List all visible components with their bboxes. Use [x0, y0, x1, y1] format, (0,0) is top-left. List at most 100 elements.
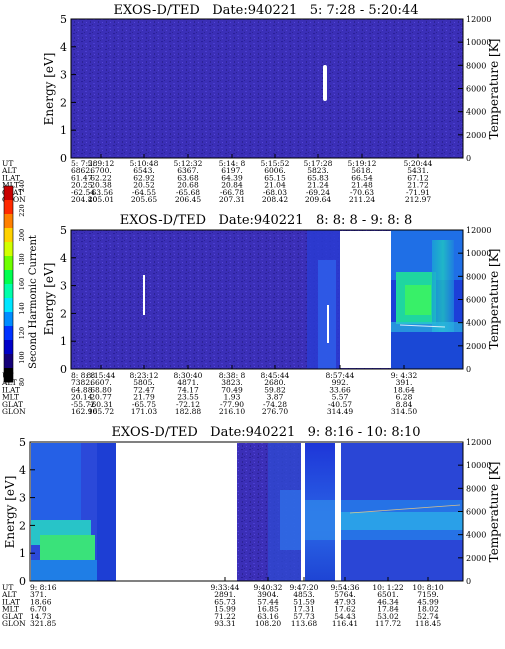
xtable-cell: 46.34 [377, 597, 399, 606]
panel-1-left-axis: 0 1 2 3 4 5 [60, 13, 76, 165]
xtable-cell: 5:14: 8 [219, 159, 246, 168]
xtable-cell: 6006. [264, 166, 285, 175]
colorbar-swatch [4, 214, 13, 229]
xtable-cell: 4871. [177, 378, 198, 387]
y2tick-label: 2000 [466, 342, 486, 351]
xtable-cell: 9:33:44 [211, 583, 240, 592]
xtable-cell: 51.59 [293, 597, 315, 606]
xtable-cell: 45.99 [417, 597, 439, 606]
xtable-cell: 17.84 [377, 605, 399, 614]
colorbar-tick-label: 80 [18, 378, 26, 386]
panel-1-right-axis: 0 2000 4000 6000 8000 10000 12000 [458, 15, 491, 163]
y2tick-label: 4000 [466, 531, 486, 540]
xtable-cell: 117.72 [375, 619, 401, 628]
panel-3-right-axis: 0 2000 4000 6000 8000 10000 12000 [458, 438, 491, 586]
xtable-cell: -65.68 [176, 188, 200, 197]
xtable-cell: 171.03 [131, 407, 157, 416]
xtable-cell: 209.64 [305, 195, 331, 204]
panel-3-segment-d [341, 443, 463, 581]
colorbar-swatch [4, 270, 13, 285]
xtable-cell: 204.40 [71, 195, 97, 204]
xtable-cell: 62.92 [133, 173, 155, 182]
xtable-cell: 57.44 [257, 597, 279, 606]
xtable-cell: 208.42 [262, 195, 288, 204]
panel-3-segment-b [237, 443, 301, 581]
xtable-cell: 61.47 [71, 173, 93, 182]
xtable-cell: 64.39 [221, 173, 243, 182]
xtable-cell: 4853. [293, 590, 314, 599]
xtable-cell: 3904. [257, 590, 278, 599]
panel-2-white-feature-b [327, 305, 329, 343]
xtable-cell: -66.78 [220, 188, 244, 197]
xtable-cell: 65.73 [214, 597, 236, 606]
xtable-cell: 21.72 [407, 181, 429, 190]
panel-2-ylabel: Energy [eV] [42, 263, 56, 336]
xtable-cell: -71.91 [406, 188, 430, 197]
xtable-cell: 205.01 [88, 195, 114, 204]
xtable-cell: 2680. [264, 378, 285, 387]
xtable-cell: 68.80 [90, 385, 112, 394]
xtable-cell: 6607. [90, 378, 111, 387]
y2tick-label: 2000 [466, 554, 486, 563]
xtable-row-label: ILAT [2, 597, 20, 606]
xtable-cell: 5: 9:12 [88, 159, 115, 168]
xtable-cell: 17.62 [334, 605, 356, 614]
xtable-cell: 93.31 [214, 619, 235, 628]
xtable-cell: 5431. [407, 166, 428, 175]
panel-2-right-segment [391, 230, 463, 369]
xtable-row-label: ILAT [2, 385, 20, 394]
xtable-cell: 10: 1:22 [372, 583, 404, 592]
y2tick-label: 8000 [466, 272, 486, 281]
xtable-cell: 5:12:32 [174, 159, 203, 168]
xtable-cell: 8:30:40 [174, 371, 203, 380]
ytick-label: 4 [60, 41, 67, 54]
xtable-cell: 8.84 [396, 400, 413, 409]
colorbar-swatch [4, 312, 13, 327]
xtable-cell: 65.15 [264, 173, 286, 182]
xtable-row-label: MLT [2, 181, 19, 190]
ytick-label: 5 [60, 224, 67, 237]
xtable-cell: 23.55 [177, 393, 199, 402]
panel-1-plot-area [70, 18, 464, 159]
ytick-label: 5 [60, 13, 67, 26]
xtable-cell: 5805. [133, 378, 154, 387]
xtable-cell: 67.12 [407, 173, 429, 182]
xtable-cell: -63.56 [89, 188, 113, 197]
y2tick-label: 10000 [466, 38, 491, 47]
y2tick-label: 0 [466, 154, 471, 163]
xtable-cell: 6543. [133, 166, 154, 175]
xtable-cell: 21.24 [307, 181, 329, 190]
y2tick-label: 6000 [466, 85, 486, 94]
xtable-cell: 18.02 [417, 605, 439, 614]
y2tick-label: 6000 [466, 508, 486, 517]
xtable-cell: 206.45 [175, 195, 201, 204]
colorbar-tick-label: 200 [18, 229, 26, 241]
xtable-cell: 47.93 [334, 597, 356, 606]
ytick-label: 1 [60, 124, 67, 137]
xtable-cell: 59.82 [264, 385, 286, 394]
y2tick-label: 12000 [466, 438, 491, 447]
panel-1-white-feature [323, 65, 327, 101]
panel-3-ylabel: Energy [eV] [3, 476, 17, 549]
xtable-row-label: MLT [2, 605, 19, 614]
colorbar-swatch [4, 368, 13, 383]
xtable-cell: 371. [30, 590, 47, 599]
xtable-cell: 212.97 [405, 195, 431, 204]
colorbar-swatch [4, 298, 13, 313]
colorbar-swatch [4, 256, 13, 271]
xtable-cell: 1.93 [224, 393, 241, 402]
xtable-cell: 216.10 [219, 407, 245, 416]
xtable-cell: 20.52 [133, 181, 155, 190]
y2tick-label: 2000 [466, 131, 486, 140]
xtable-cell: 5823. [307, 166, 328, 175]
xtable-cell: -60.31 [89, 400, 113, 409]
colorbar-swatch [4, 340, 13, 355]
xtable-cell: 211.24 [349, 195, 375, 204]
y2tick-label: 4000 [466, 319, 486, 328]
y2tick-label: 12000 [466, 15, 491, 24]
ytick-label: 0 [19, 575, 26, 588]
xtable-cell: 205.65 [131, 195, 157, 204]
xtable-cell: 113.68 [291, 619, 317, 628]
panel-3-segment-a [31, 443, 116, 581]
xtable-cell: 15.99 [214, 605, 236, 614]
